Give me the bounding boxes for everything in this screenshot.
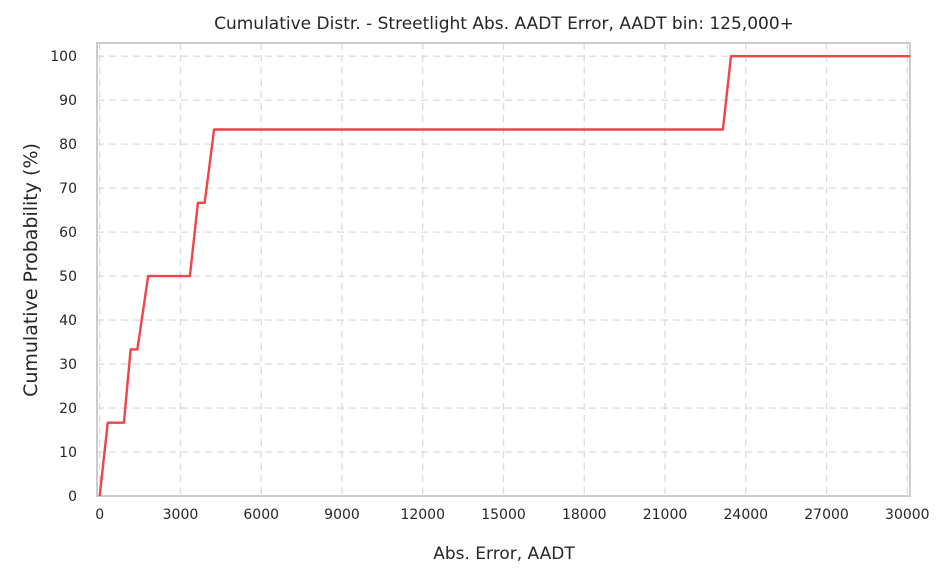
grid xyxy=(97,43,910,497)
x-tick-label: 27000 xyxy=(804,507,849,523)
plot-frame xyxy=(96,42,911,497)
y-tick-label: 10 xyxy=(59,445,77,461)
x-tick-label: 12000 xyxy=(400,507,445,523)
x-tick-label: 6000 xyxy=(243,507,279,523)
y-tick-label: 30 xyxy=(59,357,77,373)
y-tick-labels: 0 10 20 30 40 50 60 70 80 90 100 xyxy=(50,49,77,505)
x-tick-label: 15000 xyxy=(481,507,526,523)
x-tick-label: 9000 xyxy=(324,507,360,523)
x-tick-labels: 0 3000 6000 9000 12000 15000 18000 21000 24000 27… xyxy=(95,507,929,523)
y-tick-label: 80 xyxy=(59,137,77,153)
y-tick-label: 20 xyxy=(59,401,77,417)
x-axis-label: Abs. Error, AADT xyxy=(433,544,575,564)
x-tick-label: 3000 xyxy=(163,507,199,523)
x-tick-label: 30000 xyxy=(885,507,930,523)
x-tick-label: 18000 xyxy=(562,507,607,523)
y-tick-label: 50 xyxy=(59,269,77,285)
x-tick-label: 24000 xyxy=(724,507,769,523)
y-tick-label: 100 xyxy=(50,49,77,65)
y-axis-label: Cumulative Probability (%) xyxy=(20,143,42,397)
y-tick-label: 60 xyxy=(59,225,77,241)
y-tick-label: 90 xyxy=(59,93,77,109)
x-tick-label: 21000 xyxy=(643,507,688,523)
chart-title: Cumulative Distr. - Streetlight Abs. AAD… xyxy=(214,14,794,34)
x-tick-label: 0 xyxy=(95,507,104,523)
y-tick-label: 70 xyxy=(59,181,77,197)
y-tick-label: 0 xyxy=(68,489,77,505)
series-layer xyxy=(98,54,910,497)
y-tick-label: 40 xyxy=(59,313,77,329)
series-line xyxy=(98,54,910,497)
